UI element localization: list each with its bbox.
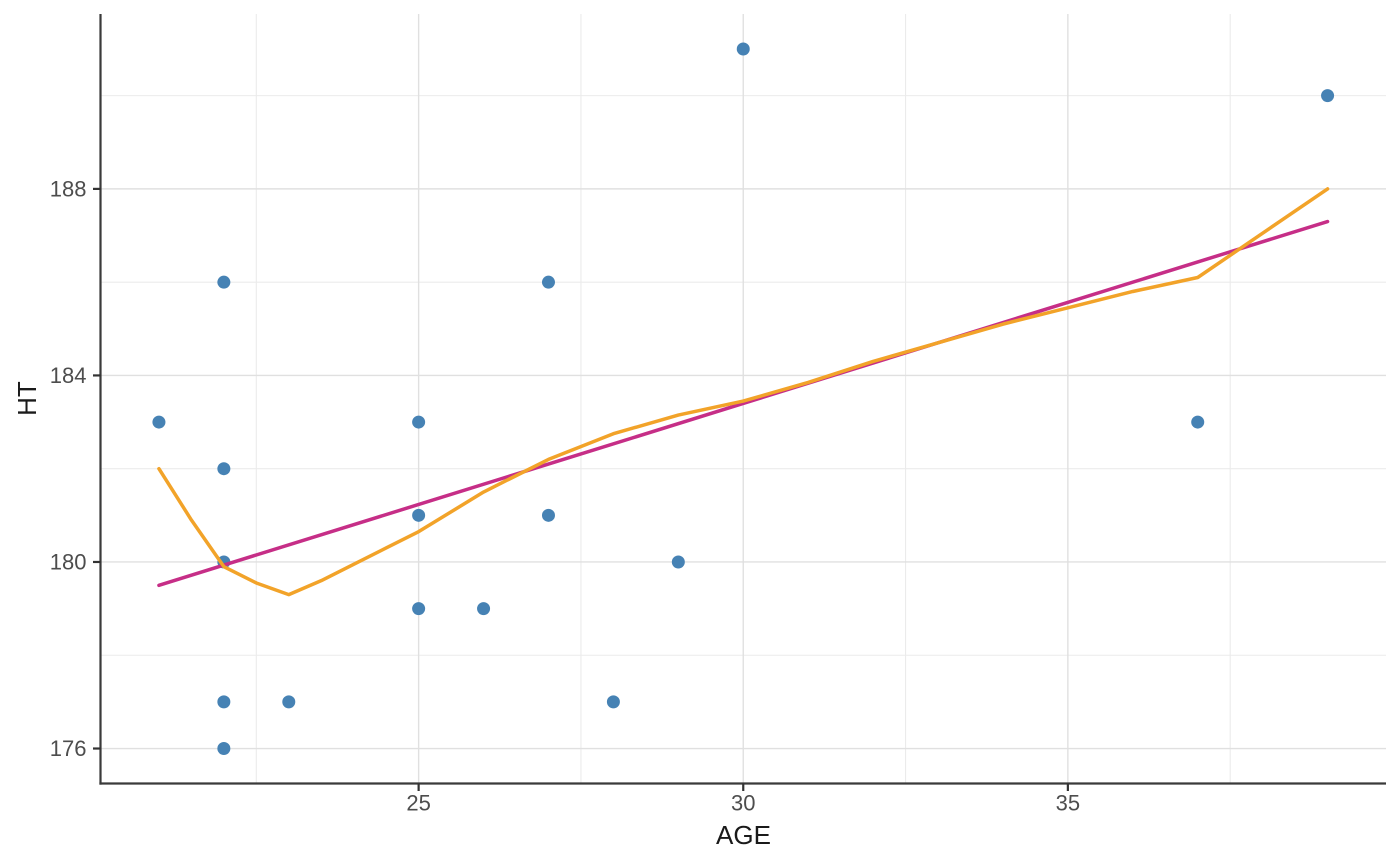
axis-tick-marks (93, 187, 1069, 791)
y-tick-label: 188 (50, 176, 87, 201)
data-point (217, 462, 231, 476)
data-point (412, 508, 426, 522)
x-tick-label: 30 (731, 791, 755, 816)
data-point (736, 42, 750, 56)
loess-smooth-line (157, 187, 1330, 597)
x-tick-label: 35 (1056, 791, 1080, 816)
y-axis-title: HT (12, 381, 42, 416)
x-axis-tick-labels: 25 30 35 (406, 791, 1080, 816)
linear-fit-line-layer (157, 219, 1330, 588)
data-point (1321, 89, 1335, 103)
data-point (671, 555, 685, 569)
data-point (477, 602, 491, 616)
data-point (217, 695, 231, 709)
loess-smooth-line-layer (157, 187, 1330, 597)
data-point (282, 695, 296, 709)
data-point (1191, 415, 1205, 429)
data-point (412, 415, 426, 429)
data-point (217, 275, 231, 289)
y-tick-label: 184 (50, 363, 87, 388)
data-point (217, 742, 231, 756)
data-point (606, 695, 620, 709)
y-axis-tick-labels: 176 180 184 188 (50, 176, 87, 761)
y-tick-label: 176 (50, 736, 87, 761)
data-point (541, 275, 555, 289)
x-axis-title: AGE (716, 820, 771, 850)
x-tick-label: 25 (406, 791, 430, 816)
data-point (412, 602, 426, 616)
gridlines-major (100, 14, 1386, 784)
y-tick-label: 180 (50, 549, 87, 574)
data-point (152, 415, 166, 429)
linear-fit-line (157, 219, 1330, 588)
data-point (541, 508, 555, 522)
